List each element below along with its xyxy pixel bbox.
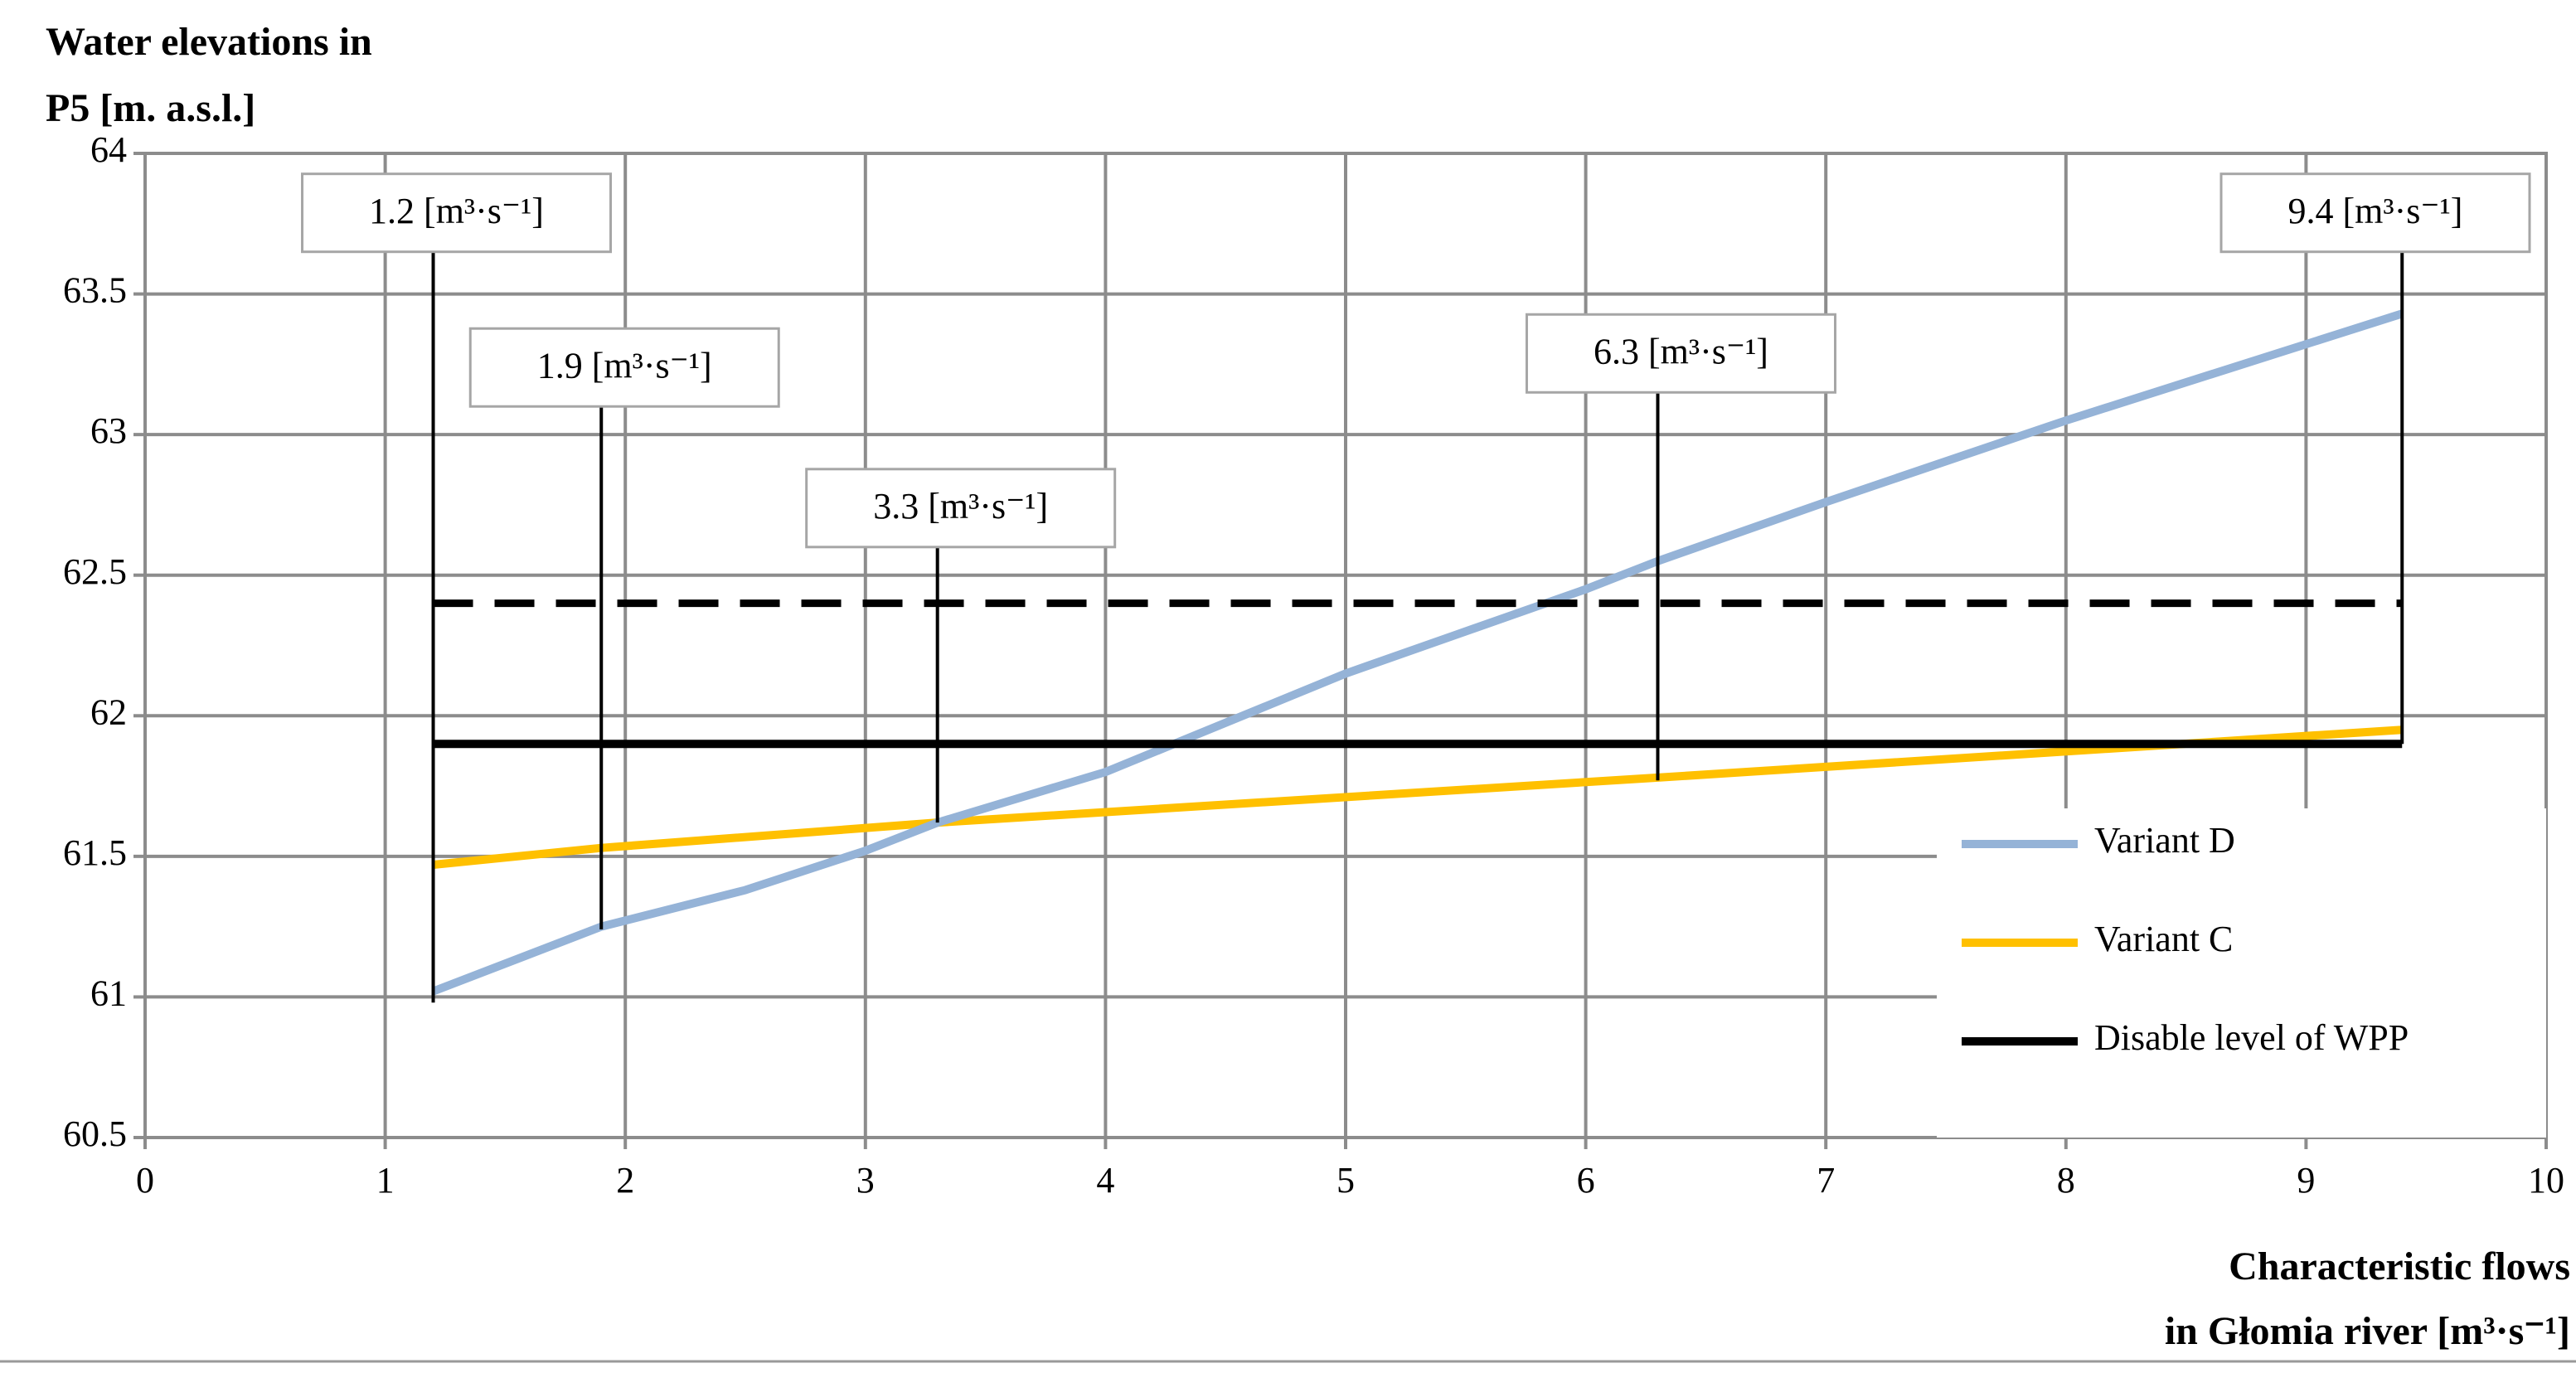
y-tick-label: 64 [90,129,127,170]
annotation-box [301,172,613,254]
x-tick-label: 6 [1577,1160,1595,1201]
x-tick-label: 10 [2528,1160,2564,1201]
y-tick-label: 60.5 [63,1113,127,1154]
y-tick-label: 62.5 [63,551,127,592]
annotation-box [2219,172,2531,254]
annotation-label: 3.3 [m³·s⁻¹] [873,486,1048,526]
legend-label: Variant C [2094,919,2233,959]
x-tick-label: 4 [1096,1160,1114,1201]
x-tick-label: 9 [2297,1160,2315,1201]
annotation-box [805,468,1117,549]
annotation-label: 9.4 [m³·s⁻¹] [2288,191,2463,231]
y-axis-title: Water elevations in [46,20,372,64]
x-tick-label: 8 [2057,1160,2075,1201]
x-tick-label: 2 [616,1160,634,1201]
y-tick-label: 61 [90,973,127,1014]
x-tick-label: 5 [1337,1160,1355,1201]
y-tick-label: 63.5 [63,270,127,311]
plot-frame [143,152,2548,1139]
x-tick-label: 1 [376,1160,395,1201]
annotation-box [1525,313,1836,394]
annotation-label: 6.3 [m³·s⁻¹] [1594,331,1768,371]
x-tick-label: 7 [1817,1160,1835,1201]
x-axis-title: Characteristic flows [2229,1244,2570,1288]
y-tick-label: 62 [90,691,127,732]
x-tick-label: 0 [136,1160,154,1201]
annotation-label: 1.9 [m³·s⁻¹] [537,345,712,386]
legend-label: Variant D [2094,820,2235,861]
annotation-label: 1.2 [m³·s⁻¹] [369,191,544,231]
x-axis-title: in Głomia river [m³·s⁻¹] [2165,1309,2570,1353]
annotation-box [468,327,780,408]
series-line [431,309,2404,996]
y-axis-title: P5 [m. a.s.l.] [46,86,255,130]
y-tick-label: 61.5 [63,832,127,873]
x-tick-label: 3 [856,1160,875,1201]
legend-label: Disable level of WPP [2094,1017,2409,1058]
y-tick-label: 63 [90,410,127,451]
legend-box [1937,808,2546,1138]
